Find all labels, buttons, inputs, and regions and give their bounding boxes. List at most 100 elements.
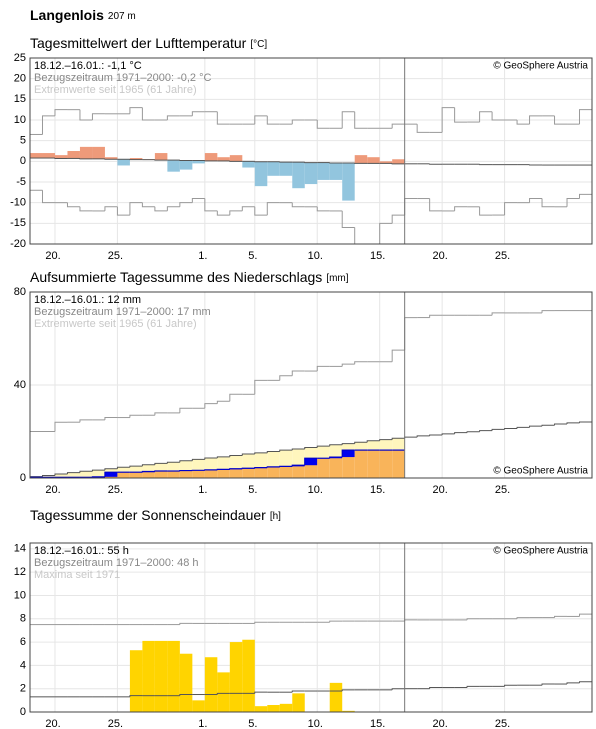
line — [341, 449, 355, 458]
normal-line — [354, 441, 368, 444]
deficit-area — [67, 472, 80, 478]
normal-line — [291, 448, 305, 451]
y-tick-label: 5 — [20, 135, 26, 147]
extreme-line — [541, 198, 555, 208]
normal-line — [554, 423, 568, 426]
bar — [92, 146, 105, 159]
y-tick-label: -20 — [10, 238, 26, 250]
normal-line — [379, 439, 393, 441]
bar — [54, 155, 68, 159]
area — [179, 470, 193, 478]
area — [254, 467, 268, 478]
extreme-line — [441, 107, 455, 133]
bar — [204, 657, 218, 712]
extreme-line — [341, 111, 355, 129]
normal-line — [541, 683, 555, 686]
bar — [392, 159, 405, 164]
bar — [229, 642, 243, 712]
extreme-line — [354, 111, 368, 129]
y-tick-label: 15 — [14, 93, 26, 105]
extreme-line — [179, 407, 193, 413]
normal-line — [66, 472, 80, 475]
bar — [329, 162, 343, 180]
normal-line — [429, 434, 443, 436]
normal-line — [304, 447, 318, 449]
normal-line — [91, 469, 105, 472]
normal-line — [154, 462, 168, 465]
area — [317, 458, 330, 478]
y-tick-label: 4 — [20, 659, 26, 671]
bar — [117, 159, 130, 166]
station: Langenlois — [30, 7, 104, 23]
extreme-line — [79, 109, 93, 121]
normal-line — [104, 468, 118, 471]
info-text: 18.12.–16.01.: 12 mm — [34, 294, 141, 306]
y-tick-label: 25 — [14, 52, 26, 64]
deficit-area — [192, 459, 205, 471]
info-text: Maxima seit 1971 — [34, 569, 120, 581]
bar — [42, 153, 55, 159]
extreme-line — [154, 206, 168, 212]
deficit-area — [167, 462, 180, 472]
deficit-area — [129, 466, 143, 473]
area — [154, 471, 168, 478]
extreme-line — [266, 202, 280, 216]
extreme-line — [79, 419, 93, 423]
x-tick-label: 15. — [370, 250, 385, 262]
area — [192, 470, 205, 478]
normal-line — [291, 690, 305, 693]
extreme-line — [229, 210, 243, 216]
normal-line — [391, 688, 405, 690]
normal-line — [279, 449, 293, 452]
title-unit: [°C] — [250, 39, 267, 50]
x-tick-label: 20. — [432, 250, 447, 262]
deficit-area — [254, 452, 268, 468]
extreme-line — [291, 370, 305, 376]
normal-line — [429, 687, 443, 689]
extreme-line — [54, 109, 68, 116]
x-tick-label: 25. — [108, 250, 123, 262]
extreme-line — [254, 379, 268, 395]
area — [329, 457, 343, 478]
extreme-line — [341, 210, 355, 228]
x-tick-label: 25. — [108, 718, 123, 729]
header: Langenlois 207 m — [30, 7, 136, 23]
normal-line — [266, 450, 280, 453]
extreme-line — [129, 414, 143, 418]
bar — [167, 640, 180, 712]
extreme-line — [429, 198, 443, 212]
extreme-line — [379, 222, 393, 244]
extreme-line — [529, 198, 543, 203]
area — [242, 468, 255, 478]
bar — [367, 157, 380, 164]
info-text: Bezugszeitraum 1971–2000: -0,2 °C — [34, 72, 212, 84]
normal-line — [454, 432, 468, 434]
chart: Tagessumme der Sonnenscheindauer [h] 0 2 4 6 8… — [14, 507, 593, 729]
x-tick-label: 10. — [308, 718, 323, 729]
bar — [217, 157, 230, 161]
extreme-line — [166, 206, 180, 211]
extreme-line — [316, 120, 330, 129]
deficit-area — [142, 464, 155, 472]
info-text: Bezugszeitraum 1971–2000: 48 h — [34, 557, 199, 569]
deficit-area — [367, 440, 380, 451]
area — [267, 466, 280, 478]
deficit-area — [342, 443, 355, 451]
extreme-line — [479, 206, 493, 216]
bar — [242, 161, 255, 168]
extreme-line — [579, 613, 592, 617]
deficit-area — [117, 467, 130, 473]
y-tick-label: 0 — [20, 706, 26, 718]
area — [379, 450, 393, 478]
normal-line — [479, 430, 493, 432]
x-tick-label: 20. — [432, 484, 447, 496]
deficit-area — [329, 444, 343, 458]
bar — [67, 151, 80, 159]
extreme-line — [291, 202, 305, 208]
bar — [204, 153, 218, 161]
extreme-line — [241, 206, 255, 211]
x-tick-label: 5. — [248, 484, 257, 496]
extreme-line — [154, 412, 168, 416]
normal-line — [116, 466, 130, 469]
